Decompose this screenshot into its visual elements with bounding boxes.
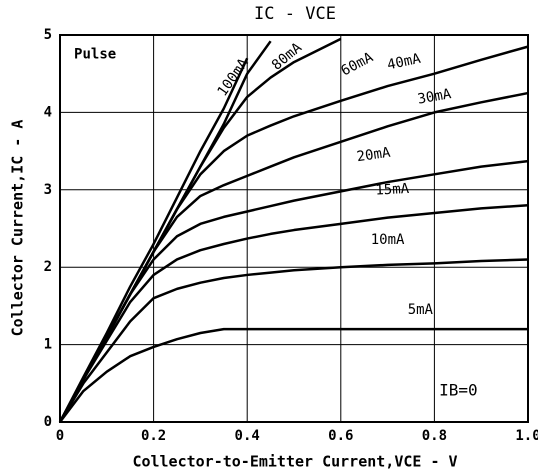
y-tick-label: 0: [44, 414, 52, 430]
y-tick-label: 4: [44, 104, 52, 120]
chart-title: IC - VCE: [254, 4, 336, 24]
curve: [59, 327, 528, 423]
curve-label: 80mA: [269, 39, 306, 73]
curve-label: 60mA: [339, 49, 377, 79]
x-tick-label: 0.8: [422, 428, 447, 444]
curve-label: 40mA: [386, 51, 423, 74]
curve-label: 20mA: [356, 145, 392, 166]
x-axis-label: Collector-to-Emitter Current,VCE - V: [132, 453, 457, 471]
x-tick-label: 0: [56, 428, 64, 444]
y-tick-label: 3: [44, 182, 52, 198]
curve: [58, 159, 529, 423]
curve: [58, 258, 529, 423]
curve-label: 30mA: [416, 86, 453, 108]
y-tick-label: 1: [44, 337, 52, 353]
x-tick-label: 0.2: [141, 428, 166, 444]
curve-label: 15mA: [375, 181, 410, 199]
x-tick-label: 0.6: [328, 428, 353, 444]
x-tick-label: 0.4: [235, 428, 260, 444]
curve: [58, 204, 529, 423]
y-tick-label: 2: [44, 259, 52, 275]
x-tick-label: 1.0: [515, 428, 538, 444]
curve: [58, 45, 529, 423]
annotation: IB=0: [439, 381, 478, 400]
curve-label: 10mA: [371, 232, 405, 248]
y-axis-label: Collector Current,IC - A: [9, 120, 27, 337]
plot-frame: [59, 34, 529, 423]
curve: [58, 91, 529, 423]
y-tick-label: 5: [44, 27, 52, 43]
annotation: Pulse: [74, 46, 116, 62]
curve-label: 5mA: [408, 302, 434, 318]
curve: [58, 57, 249, 423]
